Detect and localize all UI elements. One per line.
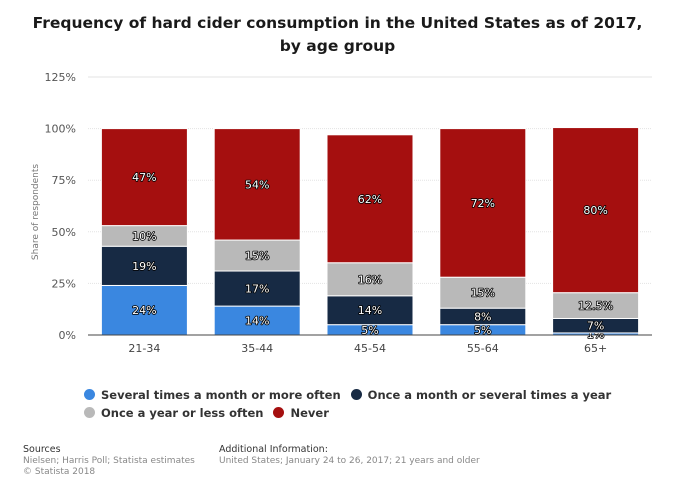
legend-label-once-a-month: Once a month or several times a year — [367, 387, 612, 402]
data-label: 10% — [132, 230, 156, 243]
legend-item-several-times-month[interactable]: Several times a month or more often — [84, 388, 341, 402]
data-label: 14% — [245, 315, 269, 328]
bar-segment[interactable] — [100, 128, 188, 227]
footer-additional-info: Additional Information: United States; J… — [219, 444, 480, 467]
data-label: 16% — [358, 273, 382, 286]
y-tick-label: 100% — [45, 123, 76, 136]
y-tick-label: 25% — [52, 277, 76, 290]
chart-title-line-2: by age group — [279, 37, 396, 55]
x-tick-label: 65+ — [584, 342, 607, 355]
legend-label-several-times-month: Several times a month or more often — [101, 387, 341, 402]
data-label: 5% — [361, 324, 378, 337]
bar-segment[interactable] — [326, 134, 414, 264]
legend-swatch-once-a-year — [84, 407, 95, 418]
data-label: 8% — [474, 310, 491, 323]
sources-heading: Sources — [23, 444, 61, 455]
copyright-text: © Statista 2018 — [23, 467, 96, 477]
chart-title: Frequency of hard cider consumption in t… — [0, 12, 675, 58]
data-label: 24% — [132, 304, 156, 317]
data-label: 7% — [587, 320, 604, 333]
legend-swatch-several-times-month — [84, 389, 95, 400]
info-heading: Additional Information: — [219, 444, 328, 455]
legend-swatch-once-a-month — [350, 389, 362, 400]
legend-item-once-a-year[interactable]: Once a year or less often — [84, 406, 263, 420]
bar-segment[interactable] — [439, 276, 527, 309]
footer-sources: Sources Nielsen; Harris Poll; Statista e… — [23, 444, 195, 479]
chart-legend: Several times a month or more often Once… — [84, 386, 644, 422]
bar-segment[interactable] — [326, 262, 414, 297]
x-tick-label: 35-44 — [241, 342, 273, 355]
data-label: 5% — [474, 324, 491, 337]
y-tick-label: 0% — [59, 329, 76, 342]
bar-segment[interactable] — [213, 239, 301, 272]
legend-label-once-a-year: Once a year or less often — [101, 405, 264, 420]
bar-segment[interactable] — [552, 292, 640, 319]
legend-label-never: Never — [290, 405, 329, 420]
bar-segment[interactable] — [213, 305, 301, 336]
data-label: 15% — [245, 250, 269, 263]
data-label: 15% — [471, 287, 495, 300]
data-label: 12.5% — [578, 300, 613, 313]
x-tick-label: 55-64 — [467, 342, 499, 355]
data-label: 14% — [358, 304, 382, 317]
data-label: 17% — [245, 283, 269, 296]
data-label: 19% — [132, 260, 156, 273]
legend-item-once-a-month[interactable]: Once a month or several times a year — [350, 387, 612, 402]
legend-item-never[interactable]: Never — [273, 405, 329, 420]
legend-swatch-never — [273, 407, 285, 418]
x-tick-label: 21-34 — [128, 342, 160, 355]
y-tick-label: 50% — [52, 226, 76, 239]
data-label: 47% — [132, 171, 156, 184]
bar-segment[interactable] — [213, 270, 301, 307]
info-text: United States; January 24 to 26, 2017; 2… — [219, 455, 480, 466]
data-label: 80% — [583, 204, 607, 217]
data-label: 54% — [245, 178, 269, 191]
data-label: 62% — [358, 193, 382, 206]
x-tick-label: 45-54 — [354, 342, 386, 355]
data-label: 72% — [471, 197, 495, 210]
y-tick-label: 125% — [45, 71, 76, 84]
bar-segment[interactable] — [552, 127, 640, 294]
chart-title-line-1: Frequency of hard cider consumption in t… — [32, 14, 643, 32]
bar-segment[interactable] — [213, 128, 301, 241]
bar-segment[interactable] — [439, 128, 527, 278]
y-tick-label: 75% — [52, 174, 76, 187]
y-axis-title: Share of respondents — [31, 164, 41, 261]
sources-text[interactable]: Nielsen; Harris Poll; Statista estimates — [23, 455, 195, 466]
